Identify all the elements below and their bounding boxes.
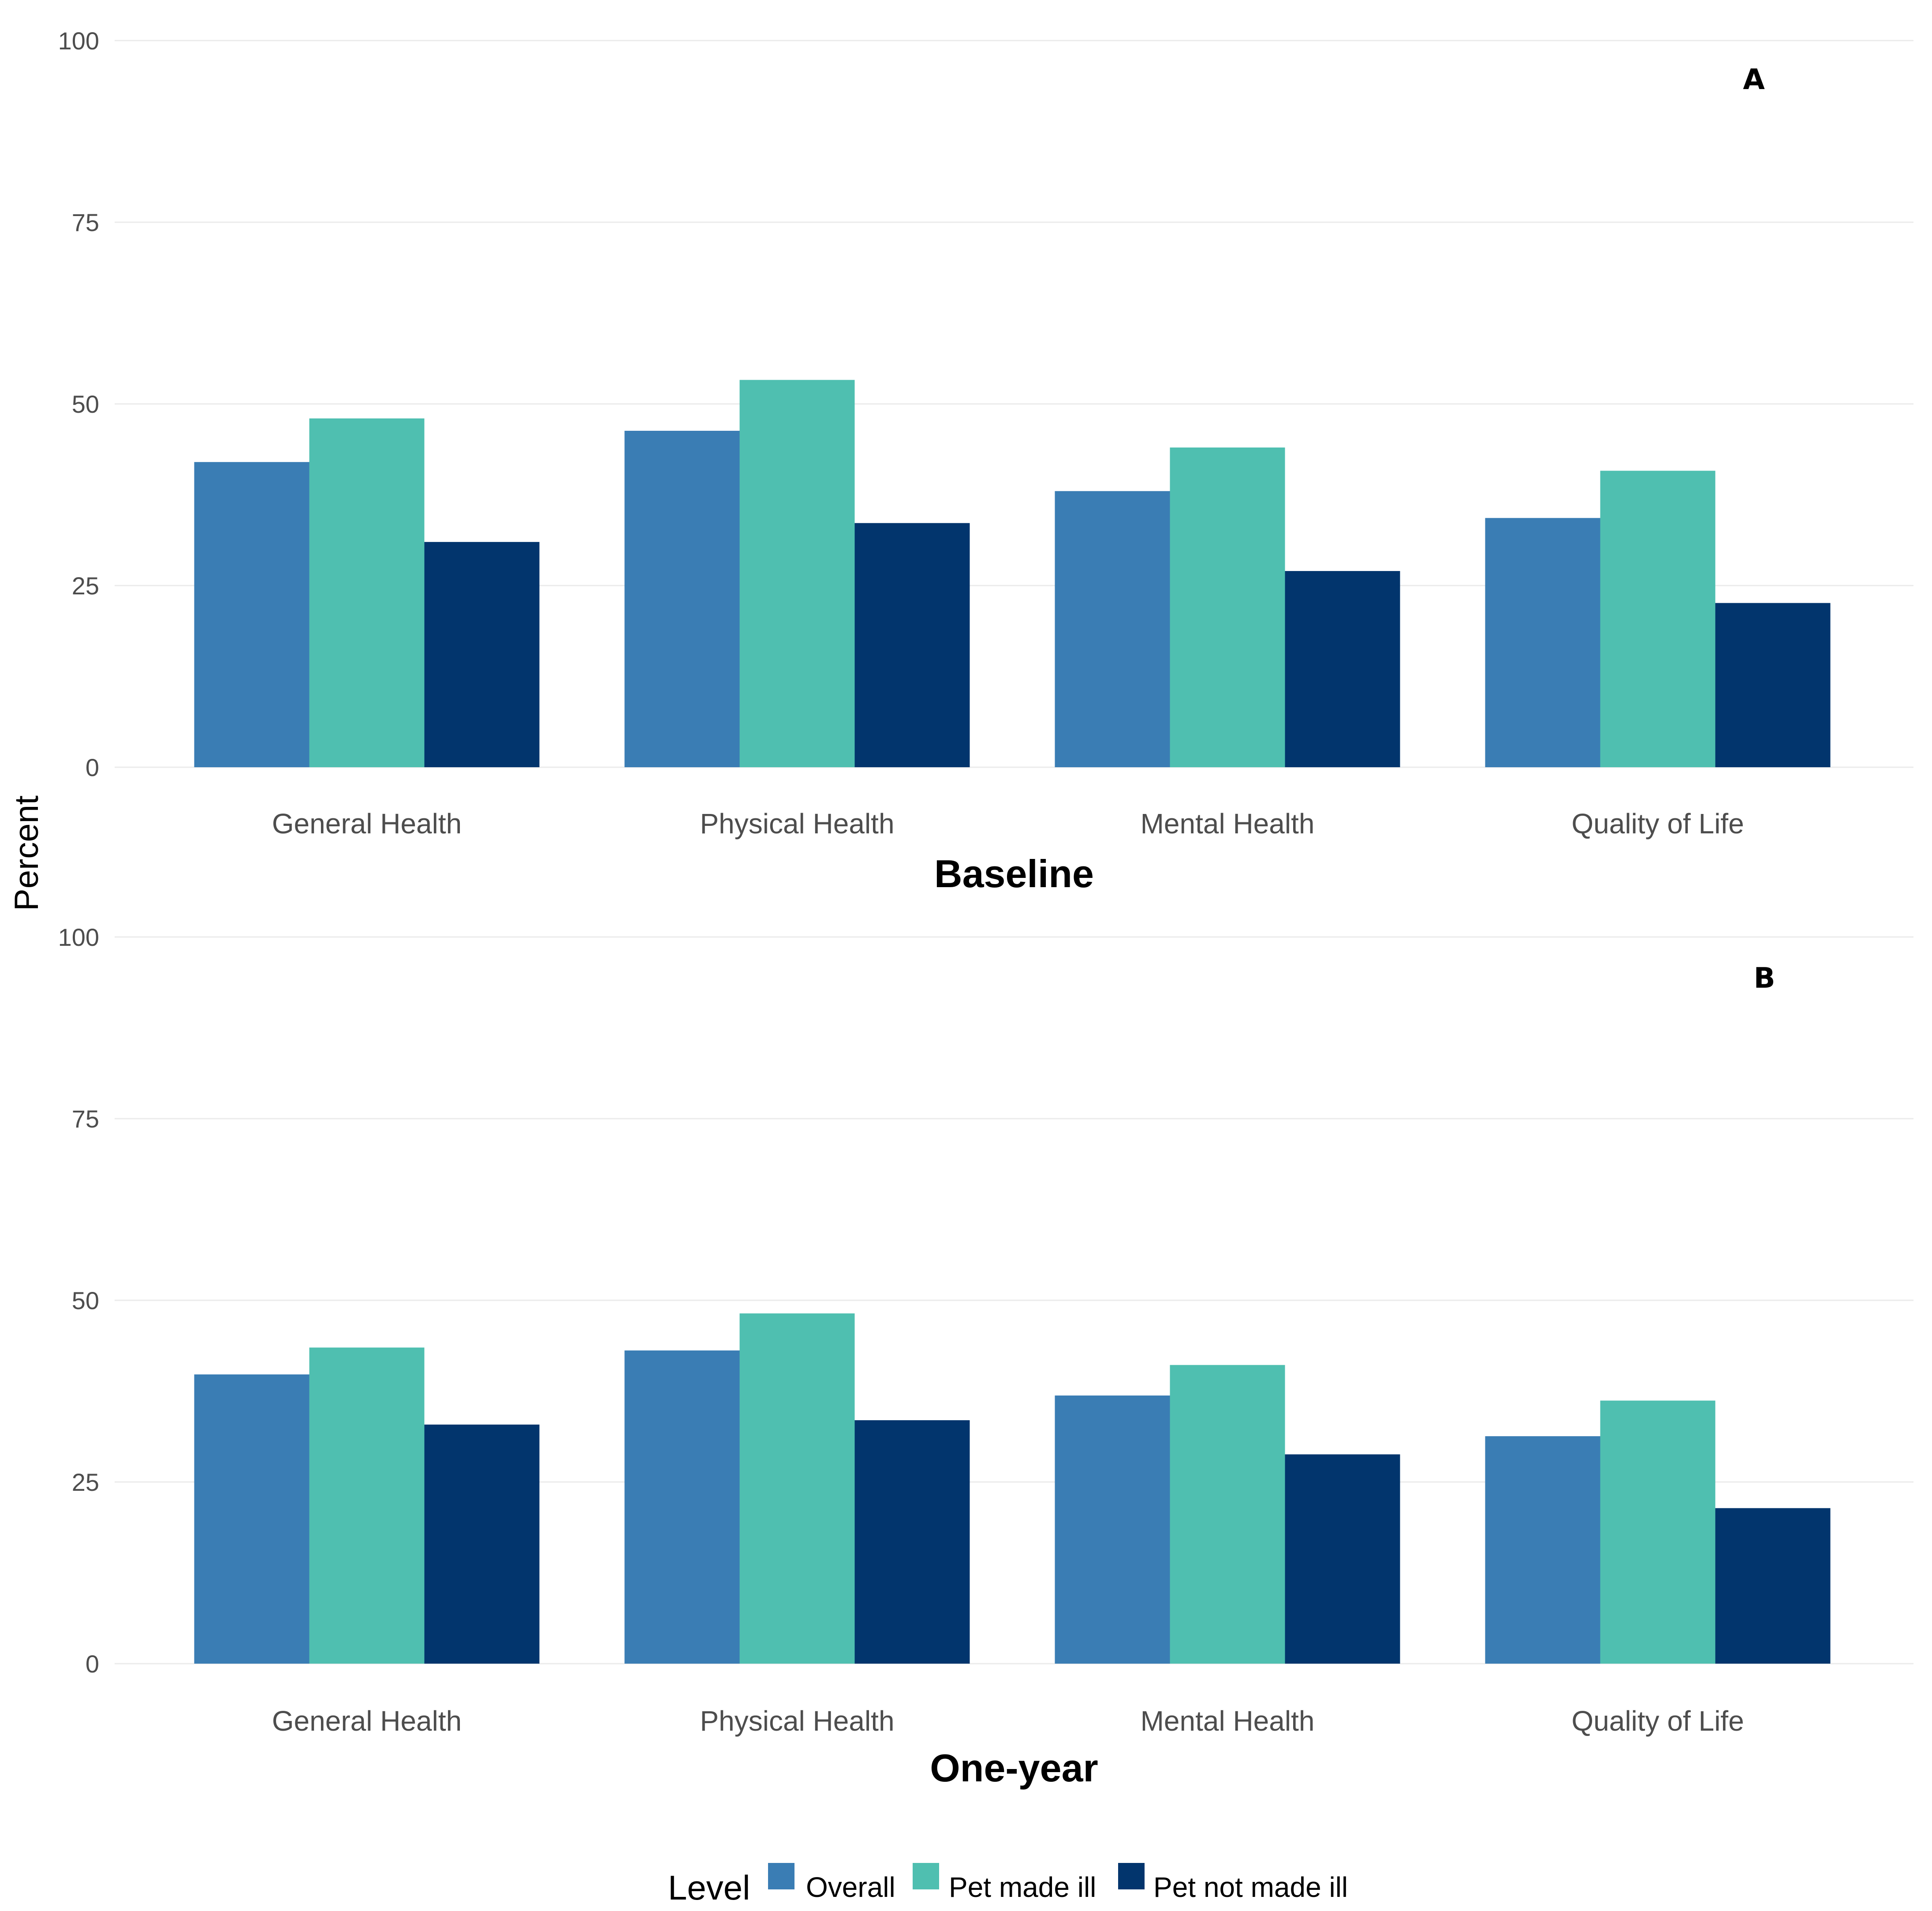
x-tick-label: Physical Health [700, 808, 894, 840]
y-axis-title: Percent [8, 795, 45, 911]
bar-pet-made-ill [1170, 1365, 1285, 1664]
x-tick-label: Quality of Life [1571, 1705, 1744, 1737]
legend-key-pet-made-ill [913, 1863, 939, 1889]
bar-pet-made-ill [1170, 447, 1285, 767]
x-tick-label: Physical Health [700, 1705, 894, 1737]
legend: Level Overall Pet made ill Pet not made il… [668, 1863, 1348, 1907]
bar-overall [624, 1350, 740, 1664]
y-tick-label: 50 [72, 390, 99, 418]
bar-overall [1485, 518, 1600, 767]
legend-key-overall [768, 1863, 794, 1889]
bar-pet-made-ill [1600, 1400, 1716, 1664]
y-tick-label: 75 [72, 209, 99, 236]
bar-pet-made-ill [1600, 470, 1716, 767]
bar-pet-not-made-ill [854, 1420, 970, 1664]
legend-label: Pet made ill [949, 1871, 1096, 1903]
bar-pet-not-made-ill [424, 1424, 540, 1664]
x-tick-label: General Health [272, 808, 462, 840]
bar-pet-not-made-ill [1285, 1454, 1400, 1664]
x-tick-label: General Health [272, 1705, 462, 1737]
bar-pet-made-ill [309, 418, 425, 767]
legend-label: Pet not made ill [1153, 1871, 1348, 1903]
bar-pet-not-made-ill [1715, 603, 1831, 767]
legend-key-pet-not-made-ill [1118, 1863, 1145, 1889]
y-tick-label: 25 [72, 1468, 99, 1496]
panel-b: 0 25 50 75 100 General Health Physical Health M… [58, 923, 1913, 1790]
bar-overall [194, 462, 310, 767]
y-tick-label: 100 [58, 27, 99, 55]
bar-overall [194, 1374, 310, 1664]
bar-overall [1055, 491, 1170, 767]
bar-pet-made-ill [309, 1347, 425, 1664]
bar-pet-not-made-ill [854, 523, 970, 767]
legend-label: Overall [806, 1871, 895, 1903]
bar-overall [624, 430, 740, 767]
y-tick-label: 25 [72, 572, 99, 600]
panel-tag: B [1754, 962, 1775, 995]
bar-pet-made-ill [739, 1313, 855, 1664]
bar-overall [1055, 1395, 1170, 1664]
bar-pet-made-ill [739, 380, 855, 767]
y-tick-label: 100 [58, 923, 99, 951]
y-tick-label: 0 [86, 1650, 99, 1678]
bar-pet-not-made-ill [1715, 1508, 1831, 1664]
x-tick-label: Mental Health [1141, 808, 1315, 840]
y-tick-label: 50 [72, 1287, 99, 1314]
x-tick-label: Quality of Life [1571, 808, 1744, 840]
x-tick-label: Mental Health [1141, 1705, 1315, 1737]
panel-a: 0 25 50 75 100 General Health Physical Health M… [58, 27, 1913, 896]
panel-xlabel: Baseline [934, 852, 1094, 896]
bar-overall [1485, 1436, 1600, 1664]
panels: 0 25 50 75 100 General Health Physical Health M… [58, 27, 1913, 1790]
panel-tag: A [1743, 63, 1765, 96]
panel-xlabel: One-year [930, 1746, 1098, 1790]
bar-pet-not-made-ill [424, 542, 540, 767]
y-tick-label: 0 [86, 754, 99, 781]
bar-pet-not-made-ill [1285, 571, 1400, 767]
legend-title: Level [668, 1868, 750, 1907]
y-tick-label: 75 [72, 1105, 99, 1133]
